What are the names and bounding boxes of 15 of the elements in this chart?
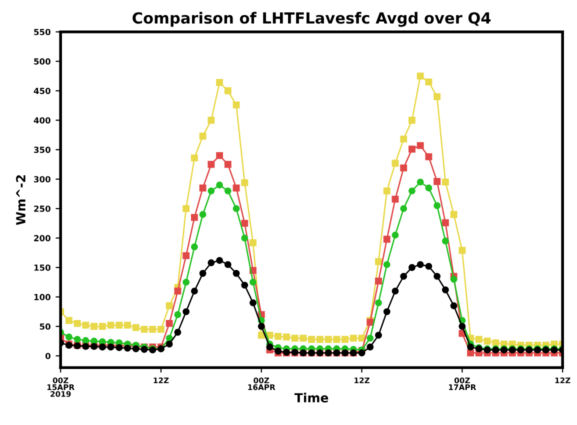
y-tick-label: 200 xyxy=(34,235,50,242)
y-tick-label: 450 xyxy=(34,88,50,94)
y-tick-label: 500 xyxy=(34,58,50,65)
x-axis-title: Time xyxy=(294,392,328,402)
y-tick-label: 0 xyxy=(45,352,50,360)
y-tick-label: 400 xyxy=(34,117,50,124)
y-tick-label: 350 xyxy=(34,146,50,153)
y-tick-label: 250 xyxy=(34,206,50,212)
y-tick-label: 550 xyxy=(34,28,50,36)
y-tick-label: 300 xyxy=(34,176,50,182)
y-axis-title: Wm^-2 xyxy=(16,175,26,225)
y-tick-label: 100 xyxy=(34,294,50,300)
y-tick-label: 150 xyxy=(34,264,50,271)
y-tick-label: 50 xyxy=(40,323,50,330)
chart-title: Comparison of LHTFLavesfc Avgd over Q4 xyxy=(132,12,491,27)
